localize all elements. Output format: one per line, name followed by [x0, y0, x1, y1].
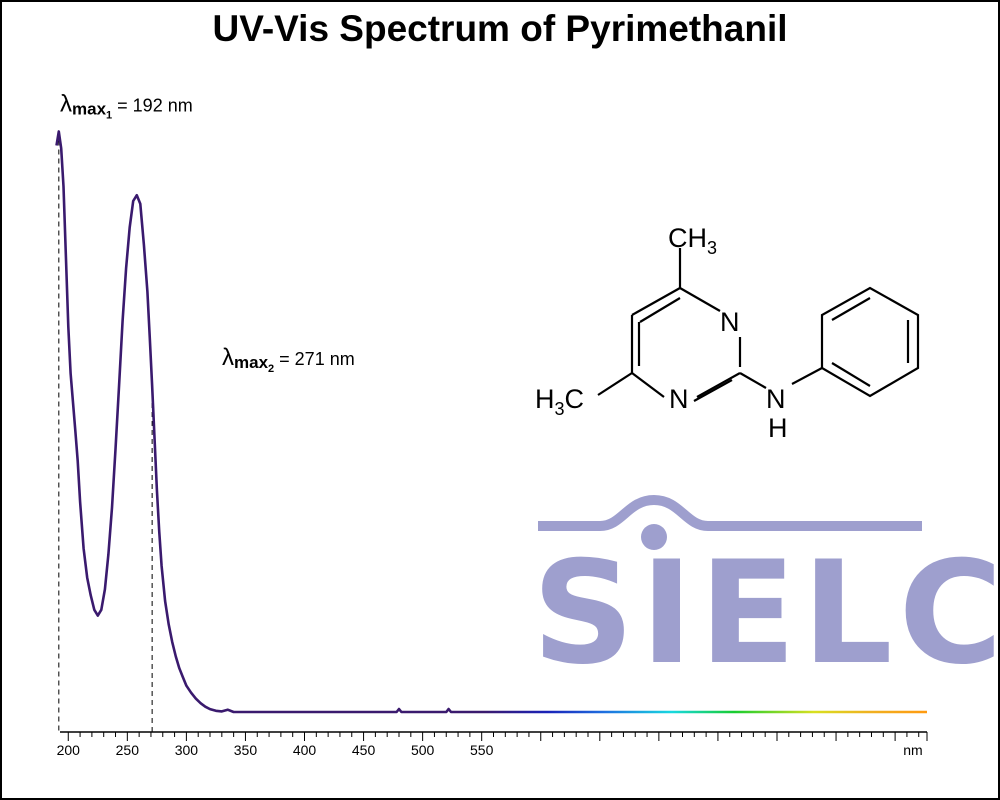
sielc-logo: SIELC: [532, 494, 1000, 696]
chart-title: UV-Vis Spectrum of Pyrimethanil: [212, 8, 788, 49]
ring-nitrogen-upper: N: [720, 307, 740, 337]
ring-bond: [639, 297, 681, 323]
x-tick-label: 250: [116, 742, 140, 758]
ring-bond: [679, 287, 721, 312]
peak-label: λmax2 = 271 nm: [222, 344, 355, 375]
amine-nitrogen: N: [766, 384, 786, 414]
amine-bond: [739, 372, 767, 389]
logo-i-dot: [641, 524, 667, 550]
x-tick-label: 450: [352, 742, 376, 758]
ring-nitrogen-lower: N: [669, 384, 689, 414]
ring-bond: [696, 372, 741, 398]
x-tick-label: 500: [411, 742, 435, 758]
h3c-left-label: H3C: [535, 384, 584, 419]
x-axis-unit-label: nm: [903, 742, 922, 758]
peak-guides: [58, 131, 153, 732]
peak-label: λmax1 = 192 nm: [60, 91, 193, 122]
x-tick-label: 550: [470, 742, 494, 758]
ring-bond: [631, 287, 681, 316]
amine-phenyl-bond: [791, 367, 823, 385]
amine-hydrogen: H: [768, 413, 788, 443]
x-tick-label: 200: [57, 742, 81, 758]
ch3-top-label: CH3: [668, 223, 717, 258]
x-tick-label: 400: [293, 742, 317, 758]
annotations: λmax1 = 192 nm λmax2 = 271 nm: [60, 91, 355, 375]
ring-bond: [693, 379, 733, 402]
ring-bond: [631, 372, 665, 398]
phenyl-ring: [820, 286, 920, 398]
logo-text: SIELC: [532, 531, 1000, 696]
pyrimethanil-structure: [597, 248, 920, 402]
series-layer: [55, 130, 927, 714]
x-tick-label: 300: [175, 742, 199, 758]
logo-swoosh: [538, 494, 922, 531]
x-axis: 200 250 300 350 400 450 500 550 nm: [57, 731, 928, 758]
series-line: [55, 130, 927, 714]
phenyl-double-bond: [831, 297, 871, 321]
phenyl-double-bond: [831, 362, 871, 387]
x-tick-label: 350: [234, 742, 258, 758]
methyl-bond-left: [597, 372, 633, 396]
